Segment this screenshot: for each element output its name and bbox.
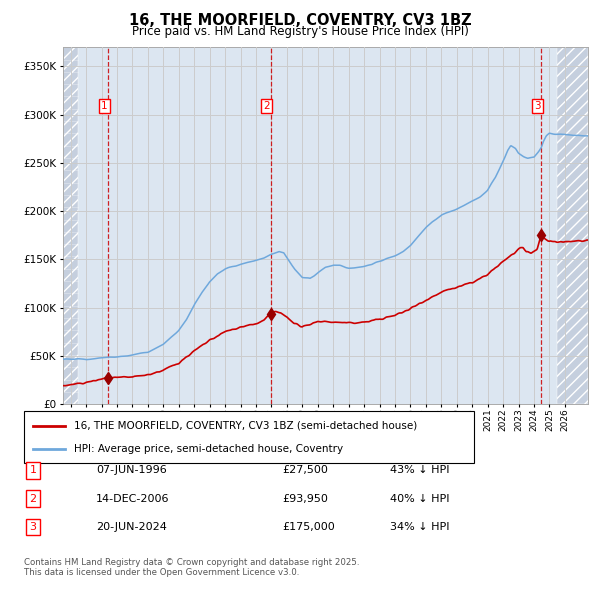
Text: 40% ↓ HPI: 40% ↓ HPI: [390, 494, 449, 503]
Text: £93,950: £93,950: [282, 494, 328, 503]
Text: 14-DEC-2006: 14-DEC-2006: [96, 494, 170, 503]
Text: £27,500: £27,500: [282, 466, 328, 475]
Text: HPI: Average price, semi-detached house, Coventry: HPI: Average price, semi-detached house,…: [74, 444, 343, 454]
Text: 20-JUN-2024: 20-JUN-2024: [96, 522, 167, 532]
Text: 2: 2: [263, 101, 270, 111]
Text: 07-JUN-1996: 07-JUN-1996: [96, 466, 167, 475]
Text: 16, THE MOORFIELD, COVENTRY, CV3 1BZ (semi-detached house): 16, THE MOORFIELD, COVENTRY, CV3 1BZ (se…: [74, 421, 417, 431]
Text: 2: 2: [29, 494, 37, 503]
Text: 34% ↓ HPI: 34% ↓ HPI: [390, 522, 449, 532]
Text: 1: 1: [101, 101, 108, 111]
Text: 16, THE MOORFIELD, COVENTRY, CV3 1BZ: 16, THE MOORFIELD, COVENTRY, CV3 1BZ: [128, 13, 472, 28]
Text: Contains HM Land Registry data © Crown copyright and database right 2025.
This d: Contains HM Land Registry data © Crown c…: [24, 558, 359, 577]
Text: 3: 3: [534, 101, 541, 111]
Text: Price paid vs. HM Land Registry's House Price Index (HPI): Price paid vs. HM Land Registry's House …: [131, 25, 469, 38]
Text: £175,000: £175,000: [282, 522, 335, 532]
Text: 1: 1: [29, 466, 37, 475]
Text: 43% ↓ HPI: 43% ↓ HPI: [390, 466, 449, 475]
Text: 3: 3: [29, 522, 37, 532]
FancyBboxPatch shape: [24, 411, 474, 463]
